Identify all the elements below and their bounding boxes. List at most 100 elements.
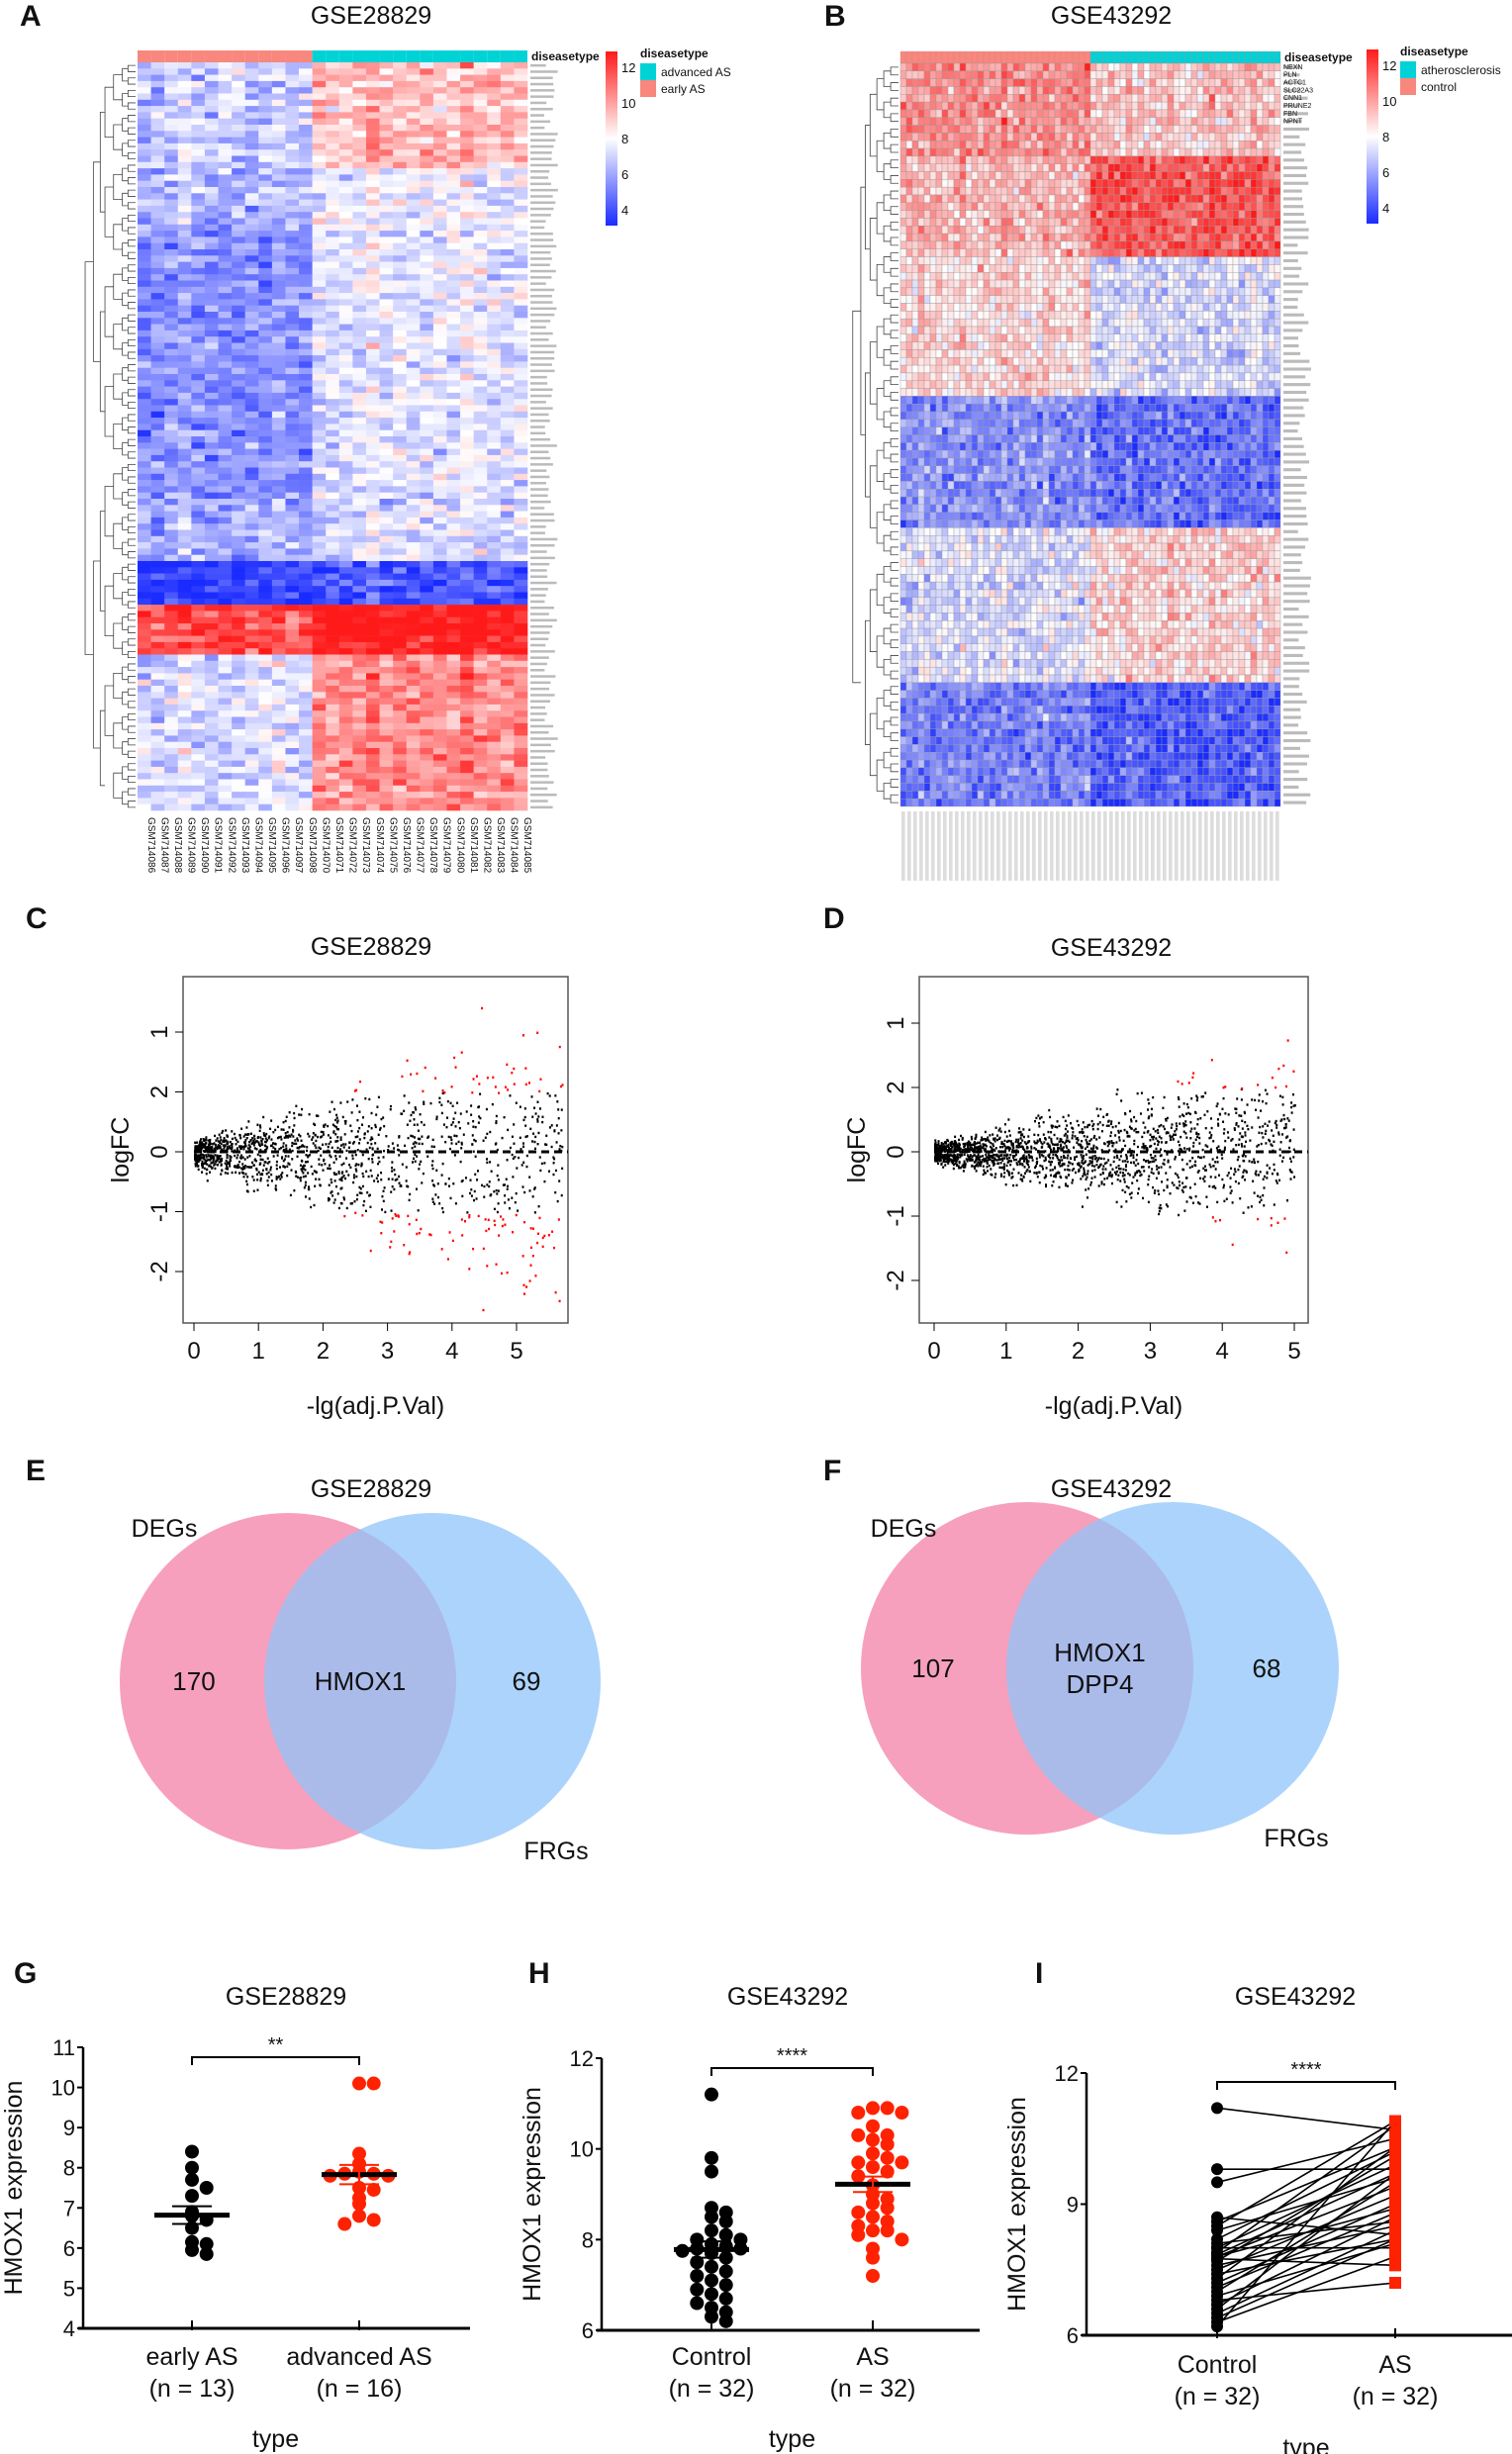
heatmap-cell [446,224,461,232]
dendrogram-branch [122,242,129,256]
heatmap-cell [432,505,447,512]
heatmap-cell [218,499,233,506]
heatmap-cell [299,374,313,381]
heatmap-cell [338,137,353,144]
heatmap-cell [420,429,434,437]
heatmap-cell [446,193,461,200]
heatmap-cell [446,305,461,313]
heatmap-cell [338,480,353,487]
heatmap-cell [177,399,192,406]
heatmap-cell [299,616,313,624]
heatmap-cell [191,93,206,101]
heatmap-cell [500,155,515,163]
heatmap-cell [244,218,259,226]
heatmap-cell [204,473,219,481]
heatmap-cell [460,231,474,237]
heatmap-cell [191,187,206,194]
annotation-cell [1018,50,1026,64]
heatmap-cell [338,523,353,530]
heatmap-cell [244,299,259,306]
dendrogram-branch [127,140,136,147]
heatmap-cell [312,473,327,481]
heatmap-cell [1060,101,1068,111]
heatmap-cell [1190,186,1198,196]
heatmap-cell [164,242,179,250]
heatmap-cell [432,754,447,761]
dendrogram-branch [122,417,129,431]
heatmap-cell [232,523,245,530]
heatmap-cell [1012,163,1020,172]
heatmap-cell [204,180,219,188]
heatmap-cell [338,87,353,94]
heatmap-cell [244,255,259,262]
heatmap-cell [258,486,273,493]
heatmap-cell [138,212,151,219]
heatmap-cell [365,579,380,587]
heatmap-cell [406,729,421,736]
heatmap-cell [150,480,165,487]
heatmap-cell [487,760,502,768]
heatmap-cell [150,542,165,549]
heatmap-cell [1095,70,1103,79]
heatmap-cell [244,792,259,799]
heatmap-cell [1167,70,1175,79]
heatmap-cell [406,492,421,500]
dendrogram-branch [122,716,129,730]
heatmap-cell [285,424,300,430]
heatmap-cell [500,454,515,462]
heatmap-cell [312,567,327,574]
heatmap-cell [285,654,300,662]
heatmap-cell [164,592,179,600]
heatmap-cell [299,280,313,288]
heatmap-cell [393,336,408,343]
heatmap-cell [1262,155,1270,164]
heatmap-cell [947,147,955,157]
heatmap-cell [1006,94,1014,103]
annotation-cell [1042,50,1050,64]
heatmap-cell [1250,179,1258,188]
heatmap-cell [420,623,434,630]
gene-label [530,662,547,666]
heatmap-cell [460,779,474,787]
heatmap-cell [312,312,327,319]
heatmap-cell [150,324,165,331]
heatmap-cell [989,101,996,111]
heatmap-cell [971,194,979,204]
heatmap-cell [244,62,259,69]
heatmap-cell [299,212,313,219]
heatmap-cell [487,673,502,680]
heatmap-cell [138,467,151,475]
heatmap-cell [232,623,245,630]
heatmap-cell [204,424,219,430]
heatmap-cell [150,367,165,375]
heatmap-cell [164,598,179,606]
heatmap-cell [446,561,461,568]
heatmap-cell [911,186,919,196]
dendrogram-branch [104,286,114,337]
dendrogram-branch [127,463,136,472]
heatmap-cell [218,692,233,699]
heatmap-cell [379,286,394,294]
heatmap-cell [150,293,165,300]
heatmap-cell [138,137,151,144]
heatmap-cell [191,686,206,693]
heatmap-cell [352,261,367,269]
annotation-cell [420,50,433,62]
heatmap-cell [164,448,179,456]
heatmap-cell [500,448,515,456]
heatmap-cell [299,648,313,655]
heatmap-cell [432,605,447,612]
heatmap-cell [487,798,502,804]
heatmap-cell [1161,179,1169,188]
heatmap-cell [393,87,408,94]
dendrogram-branch [127,638,136,646]
heatmap-cell [1036,125,1044,134]
heatmap-cell [150,448,165,456]
heatmap-cell [1190,70,1198,79]
annotation-cell [1167,50,1175,64]
heatmap-cell [994,117,1002,126]
heatmap-cell [487,367,502,375]
gene-label [530,456,551,460]
heatmap-cell [446,692,461,699]
sample-label: GSM714094 [252,817,263,874]
